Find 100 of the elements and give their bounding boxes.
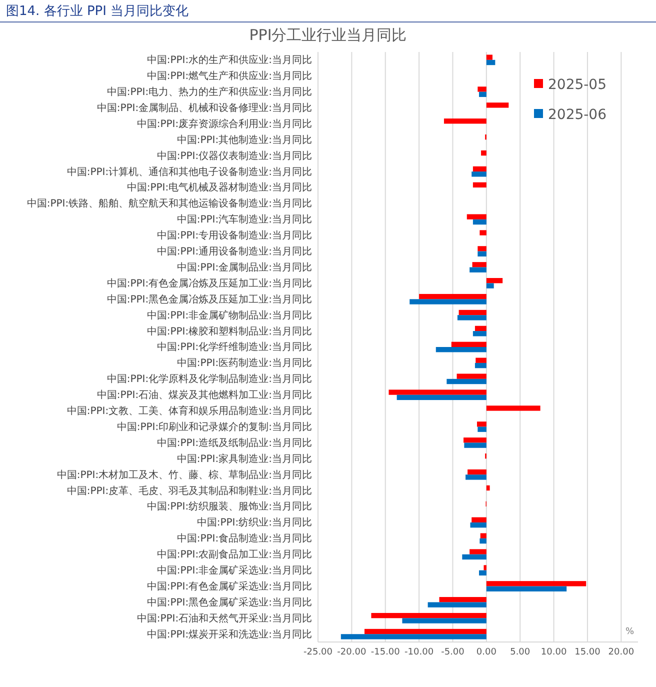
y-tick-label: 中国:PPI:仪器仪表制造业:当月同比 — [156, 150, 312, 162]
y-tick-label: 中国:PPI:通用设备制造业:当月同比 — [156, 246, 312, 258]
bar — [464, 438, 486, 443]
bar — [486, 485, 490, 491]
y-tick-label: 中国:PPI:金属制品、机械和设备修理业:当月同比 — [96, 102, 312, 114]
bar — [428, 602, 486, 608]
bar — [439, 597, 486, 602]
bar — [462, 554, 486, 560]
bar — [340, 634, 486, 640]
bar — [457, 315, 486, 320]
y-tick-label: 中国:PPI:文教、工美、体育和娱乐用品制造业:当月同比 — [66, 405, 312, 417]
y-tick-label: 中国:PPI:计算机、通信和其他电子设备制造业:当月同比 — [66, 166, 312, 178]
x-tick-label: -20.00 — [337, 647, 366, 658]
bar — [478, 86, 486, 92]
bar — [458, 310, 486, 316]
x-tick-label: -15.00 — [370, 647, 400, 658]
bar — [472, 262, 486, 268]
y-tick-label: 中国:PPI:家具制造业:当月同比 — [176, 452, 312, 465]
y-tick-label: 中国:PPI:水的生产和供应业:当月同比 — [146, 54, 312, 66]
bar — [371, 612, 486, 618]
y-tick-label: 中国:PPI:橡胶和塑料制品业:当月同比 — [146, 325, 312, 338]
bar — [478, 426, 486, 432]
bar — [436, 347, 486, 352]
bar — [470, 522, 486, 528]
bar — [486, 283, 494, 288]
legend-label: 2025-05 — [548, 77, 606, 93]
y-tick-label: 中国:PPI:皮革、毛皮、羽毛及其制品和制鞋业:当月同比 — [66, 484, 312, 497]
bar — [486, 60, 496, 66]
y-tick-label: 中国:PPI:有色金属冶炼及压延加工业:当月同比 — [106, 277, 312, 290]
bar — [480, 230, 486, 236]
y-tick-label: 中国:PPI:石油和天然气开采业:当月同比 — [136, 612, 312, 624]
y-tick-label: 中国:PPI:专用设备制造业:当月同比 — [156, 230, 312, 242]
bar — [470, 549, 486, 554]
x-tick-label: 5.00 — [510, 647, 530, 658]
y-tick-label: 中国:PPI:非金属矿采选业:当月同比 — [156, 564, 312, 577]
x-tick-label: 20.00 — [608, 647, 634, 658]
bar — [451, 342, 486, 347]
y-tick-label: 中国:PPI:造纸及纸制品业:当月同比 — [156, 436, 312, 449]
bar — [476, 358, 486, 363]
bar — [472, 331, 486, 336]
bar — [480, 533, 486, 538]
y-tick-label: 中国:PPI:农副食品加工业:当月同比 — [156, 548, 312, 561]
y-tick-label: 中国:PPI:其他制造业:当月同比 — [176, 134, 312, 146]
bar — [410, 299, 486, 304]
bar — [478, 251, 486, 256]
legend-label: 2025-06 — [548, 107, 607, 123]
x-tick-label: 0.00 — [476, 647, 497, 658]
x-axis-title: % — [625, 627, 634, 637]
y-tick-label: 中国:PPI:有色金属矿采选业:当月同比 — [146, 580, 312, 592]
bar — [468, 469, 486, 475]
y-tick-label: 中国:PPI:废弃资源综合利用业:当月同比 — [136, 118, 312, 130]
y-tick-label: 中国:PPI:木材加工及木、竹、藤、棕、草制品业:当月同比 — [56, 468, 312, 481]
bar — [472, 166, 486, 172]
bar — [402, 618, 486, 624]
y-tick-label: 中国:PPI:印刷业和记录媒介的复制:当月同比 — [116, 420, 312, 433]
bar — [446, 378, 486, 384]
bar — [479, 570, 486, 576]
bar — [474, 362, 486, 368]
y-tick-label: 中国:PPI:黑色金属矿采选业:当月同比 — [146, 596, 312, 608]
y-tick-label: 中国:PPI:燃气生产和供应业:当月同比 — [146, 70, 312, 82]
bar — [486, 581, 586, 586]
y-tick-label: 中国:PPI:化学纤维制造业:当月同比 — [156, 341, 312, 354]
y-tick-label: 中国:PPI:电力、热力的生产和供应业:当月同比 — [106, 86, 312, 98]
caption: 图14. 各行业 PPI 当月同比变化 — [6, 4, 189, 19]
y-tick-label: 中国:PPI:食品制造业:当月同比 — [176, 532, 312, 545]
bar — [364, 628, 486, 634]
bar — [419, 294, 486, 300]
y-tick-label: 中国:PPI:黑色金属冶炼及压延加工业:当月同比 — [106, 293, 312, 306]
x-tick-label: 15.00 — [574, 647, 601, 658]
bar — [472, 182, 486, 188]
bar — [444, 118, 486, 124]
y-tick-label: 中国:PPI:非金属矿物制品业:当月同比 — [146, 309, 312, 322]
x-tick-label: -25.00 — [303, 647, 333, 658]
bar — [484, 565, 486, 570]
bar — [470, 267, 486, 272]
bar — [476, 422, 486, 427]
bar — [464, 442, 486, 448]
bar — [486, 102, 509, 108]
bar — [396, 394, 486, 400]
bar — [388, 390, 486, 395]
y-tick-label: 中国:PPI:汽车制造业:当月同比 — [176, 214, 312, 226]
bar — [466, 474, 486, 480]
bar — [486, 278, 503, 284]
y-tick-label: 中国:PPI:化学原料及化学制品制造业:当月同比 — [106, 373, 312, 386]
bar — [486, 54, 492, 60]
bar — [486, 406, 540, 411]
bar — [479, 92, 486, 97]
bar — [474, 326, 486, 332]
chart-title: PPI分工业行业当月同比 — [249, 26, 407, 44]
bar — [481, 150, 486, 156]
y-tick-label: 中国:PPI:电气机械及器材制造业:当月同比 — [126, 182, 312, 194]
bar — [478, 246, 486, 252]
y-tick-label: 中国:PPI:煤炭开采和洗选业:当月同比 — [146, 628, 312, 640]
y-tick-label: 中国:PPI:医药制造业:当月同比 — [176, 357, 312, 370]
bar — [466, 214, 486, 220]
bar — [486, 586, 567, 592]
x-tick-label: 10.00 — [540, 647, 567, 658]
bar — [480, 538, 486, 544]
bar — [472, 517, 486, 522]
x-tick-label: -5.00 — [441, 647, 465, 658]
